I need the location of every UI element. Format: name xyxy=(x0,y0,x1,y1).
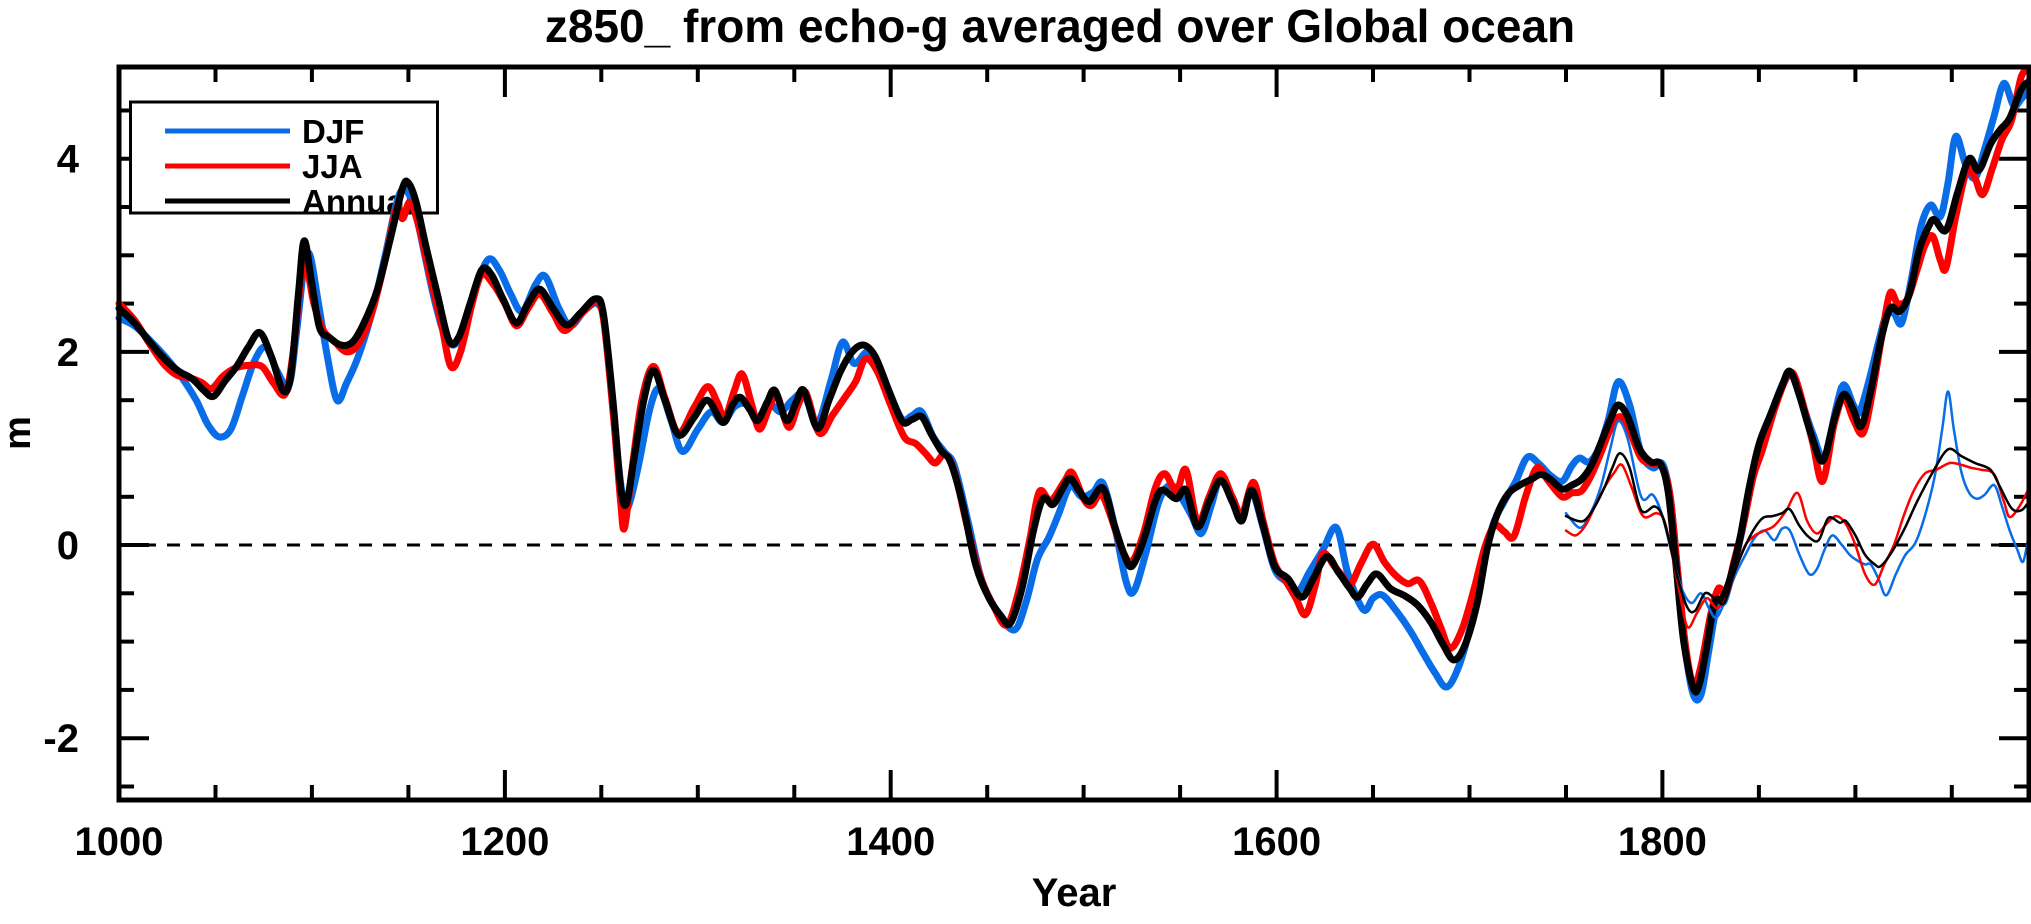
y-tick-label: 0 xyxy=(57,524,79,568)
x-tick-label: 1800 xyxy=(1618,820,1707,864)
y-tick-label: 4 xyxy=(57,138,80,182)
y-tick-label: 2 xyxy=(57,331,79,375)
y-axis-label: m xyxy=(0,416,39,450)
plot-frame xyxy=(116,64,2031,803)
series-annual xyxy=(115,78,2031,696)
x-tick-label: 1200 xyxy=(460,820,549,864)
legend-box xyxy=(129,100,439,215)
series-curves xyxy=(115,66,2031,704)
series-jja-thin xyxy=(1564,461,2031,629)
x-tick-label: 1600 xyxy=(1232,820,1321,864)
y-tick-label: -2 xyxy=(43,717,79,761)
x-tick-label: 1400 xyxy=(846,820,935,864)
legend: DJF JJA Annual xyxy=(129,100,439,220)
x-tick-label: 1000 xyxy=(75,820,164,864)
chart-title: z850_ from echo-g averaged over Global o… xyxy=(545,0,1575,52)
series-annual-thin xyxy=(1564,447,2031,614)
legend-label-djf: DJF xyxy=(302,113,364,150)
x-axis-label: Year xyxy=(1032,871,1117,915)
legend-label-jja: JJA xyxy=(302,148,363,185)
